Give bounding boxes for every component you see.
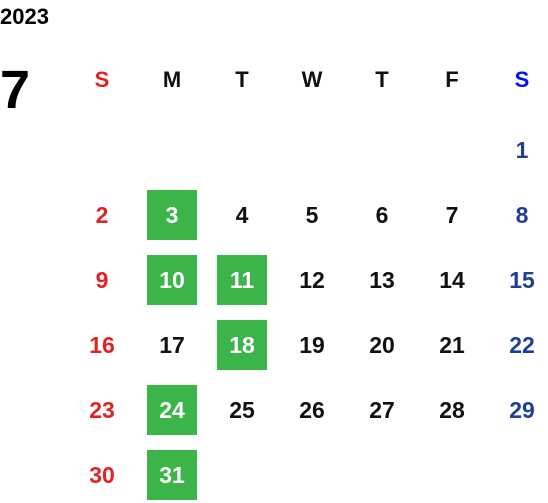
year: 2023 (0, 4, 49, 29)
day: 8 (515, 201, 529, 228)
day: 29 (509, 396, 535, 423)
highlighted-day: 10 (147, 255, 197, 305)
weekday-header: W (301, 67, 323, 92)
day: 6 (375, 201, 389, 228)
day: 20 (369, 331, 395, 358)
day: 27 (369, 396, 395, 423)
day: 21 (439, 331, 465, 358)
day: 15 (509, 266, 535, 293)
day: 9 (95, 266, 109, 293)
weekday-header: T (375, 67, 389, 92)
day: 16 (89, 331, 115, 358)
weekday-header: S (94, 67, 110, 92)
day: 1 (515, 136, 529, 163)
day: 4 (235, 201, 249, 228)
highlighted-day: 24 (147, 385, 197, 435)
day: 17 (159, 331, 185, 358)
day: 7 (445, 201, 459, 228)
day: 14 (439, 266, 465, 293)
day: 26 (299, 396, 325, 423)
day: 5 (305, 201, 319, 228)
weekday-header: F (445, 67, 459, 92)
day: 12 (299, 266, 325, 293)
weekday-header: S (514, 67, 530, 92)
day: 19 (299, 331, 325, 358)
highlighted-day: 18 (217, 320, 267, 370)
day: 13 (369, 266, 395, 293)
day: 2 (95, 201, 109, 228)
highlighted-day: 3 (147, 190, 197, 240)
day: 30 (89, 461, 115, 488)
day: 22 (509, 331, 535, 358)
weekday-header: T (235, 67, 249, 92)
weekday-header: M (162, 67, 182, 92)
highlighted-day: 11 (217, 255, 267, 305)
day: 28 (439, 396, 465, 423)
month: 7 (0, 60, 31, 120)
highlighted-day: 31 (147, 450, 197, 500)
day: 25 (229, 396, 255, 423)
day: 23 (89, 396, 115, 423)
